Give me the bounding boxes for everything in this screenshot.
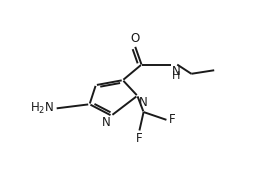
Text: H: H [172,71,180,81]
Text: N: N [172,65,180,78]
Text: F: F [169,113,175,126]
Text: H$_2$N: H$_2$N [30,101,54,116]
Text: N: N [138,96,147,109]
Text: N: N [102,116,110,129]
Text: O: O [131,32,140,45]
Text: F: F [136,132,143,145]
